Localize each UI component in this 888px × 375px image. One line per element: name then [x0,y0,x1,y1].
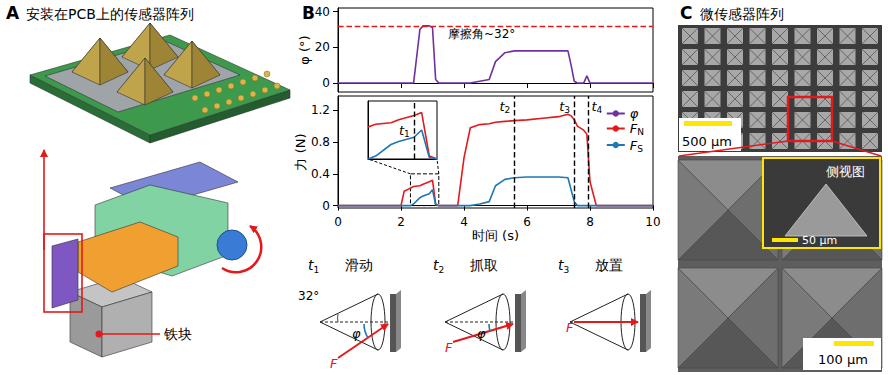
svg-text:1: 1 [404,129,410,139]
svg-text:摩擦角~32°: 摩擦角~32° [448,27,515,41]
svg-text:3: 3 [564,105,570,115]
svg-text:φ: φ [477,326,486,341]
svg-text:B: B [302,3,315,23]
svg-text:t: t [399,122,405,138]
svg-text:F: F [629,121,638,136]
svg-text:t3: t3 [558,257,569,275]
svg-text:N: N [637,127,644,137]
svg-text:1.2: 1.2 [311,103,330,117]
svg-text:F: F [566,320,574,335]
svg-text:20: 20 [315,40,330,54]
svg-text:t2: t2 [433,257,444,275]
svg-text:4: 4 [597,105,603,115]
svg-text:100 µm: 100 µm [818,352,868,367]
svg-text:0: 0 [322,199,330,213]
svg-text:0.8: 0.8 [311,135,330,149]
svg-text:微传感器阵列: 微传感器阵列 [700,6,784,22]
svg-text:φ: φ [630,106,639,121]
svg-text:力 (N): 力 (N) [293,133,308,170]
svg-text:0: 0 [322,76,330,90]
svg-text:侧视图: 侧视图 [826,164,865,179]
svg-text:8: 8 [586,215,594,229]
svg-text:2: 2 [504,105,510,115]
svg-text:安装在PCB上的传感器阵列: 安装在PCB上的传感器阵列 [26,6,194,22]
svg-text:放置: 放置 [595,257,623,273]
svg-text:抓取: 抓取 [470,257,498,273]
svg-text:4: 4 [460,215,468,229]
svg-text:F: F [330,356,338,371]
svg-text:t: t [499,98,505,114]
svg-text:0.4: 0.4 [311,167,330,181]
svg-text:10: 10 [645,215,660,229]
svg-text:2: 2 [397,215,405,229]
svg-text:C: C [680,3,692,23]
svg-text:滑动: 滑动 [345,257,373,273]
svg-text:F: F [629,137,638,153]
svg-text:500 µm: 500 µm [682,134,732,149]
svg-text:A: A [6,3,20,23]
svg-text:50 µm: 50 µm [802,234,837,247]
svg-text:t: t [559,98,565,114]
svg-text:φ (°): φ (°) [297,35,312,64]
svg-text:32°: 32° [298,289,319,303]
svg-text:时间 (s): 时间 (s) [472,228,519,243]
svg-text:S: S [637,144,643,154]
svg-text:t: t [591,98,597,114]
svg-text:0: 0 [334,215,342,229]
svg-text:F: F [445,340,453,355]
svg-text:铁块: 铁块 [163,326,192,342]
svg-text:φ: φ [352,326,361,341]
svg-text:t1: t1 [308,257,319,275]
svg-text:40: 40 [315,5,330,19]
svg-text:6: 6 [523,215,531,229]
